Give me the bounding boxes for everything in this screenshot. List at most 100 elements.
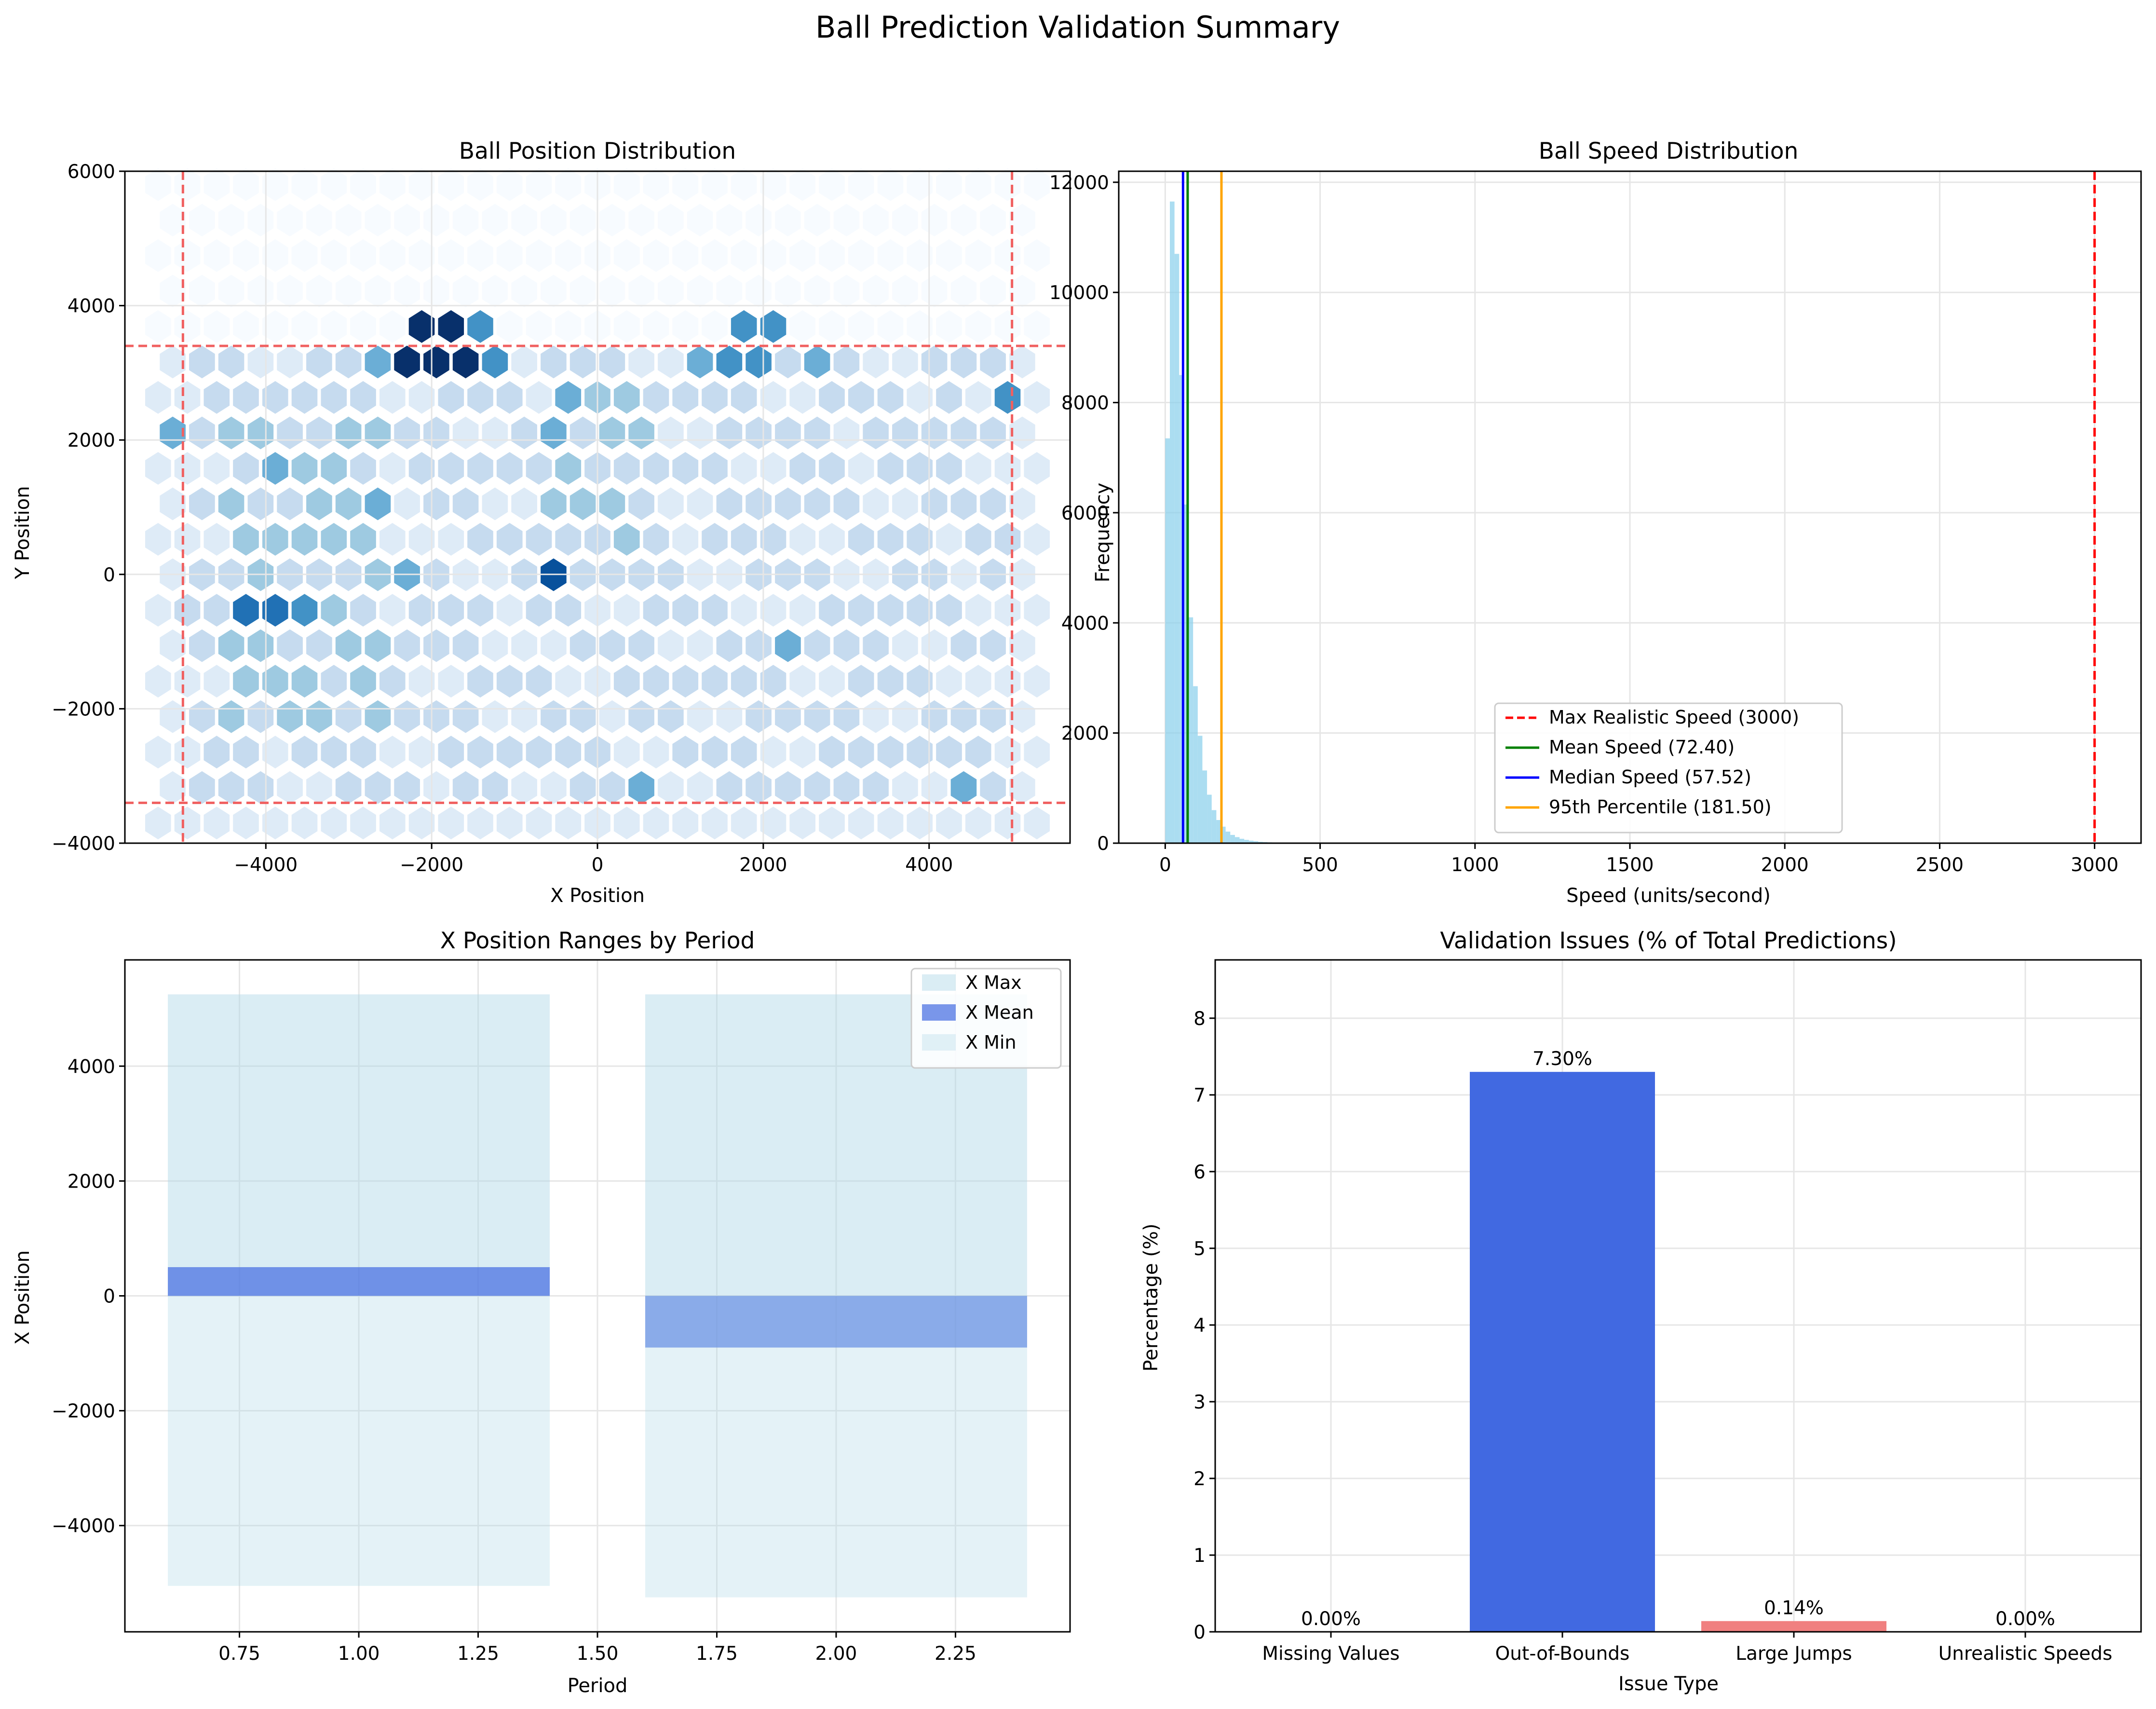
hexbin-cell	[233, 452, 259, 485]
hexbin-cell	[702, 807, 728, 840]
period-range-xlabel: Period	[568, 1675, 628, 1697]
hexbin-cell	[936, 594, 962, 627]
hexbin-cell	[804, 416, 830, 450]
legend-swatch	[922, 974, 956, 991]
hexbin-cell	[613, 523, 640, 556]
hexbin-cell	[921, 204, 948, 237]
legend-label: X Min	[965, 1032, 1017, 1053]
hexbin-cell	[394, 416, 420, 450]
hexbin-cell	[833, 274, 860, 308]
hexbin-cell	[965, 239, 991, 272]
hexbin-cell	[526, 736, 552, 769]
hexbin-cell	[247, 204, 274, 237]
hexbin-cell	[335, 416, 362, 450]
hexbin-cell	[819, 736, 845, 769]
y-tick-label: 1	[1193, 1545, 1206, 1567]
hexbin-cell	[380, 736, 406, 769]
hexbin-cell	[672, 239, 699, 272]
hexbin-cell	[848, 665, 874, 698]
hexbin-cell	[789, 807, 815, 840]
hexbin-cell	[496, 665, 523, 698]
hexbin-cell	[570, 416, 596, 450]
hexbin-cell	[467, 381, 493, 414]
hexbin-cell	[848, 523, 874, 556]
hexbin-cell	[994, 807, 1021, 840]
hexbin-cell	[994, 239, 1021, 272]
x-tick-label: 2000	[739, 854, 787, 876]
histogram-bar	[1234, 837, 1240, 843]
hexbin-cell	[672, 594, 699, 627]
hexbin-cell	[672, 310, 699, 343]
hexbin-cell	[189, 487, 215, 520]
y-tick-label: −2000	[52, 1401, 115, 1422]
hexbin-cell	[848, 168, 874, 201]
hexbin-cell	[789, 665, 815, 698]
hexbin-cell	[819, 310, 845, 343]
y-tick-label: 0	[1097, 833, 1109, 855]
hexbin-cell	[467, 523, 493, 556]
hexbin-cell	[541, 629, 567, 662]
hexbin-cell	[438, 665, 464, 698]
hexbin-cell	[848, 594, 874, 627]
hexbin-cell	[936, 381, 962, 414]
hexbin-cell	[350, 381, 376, 414]
legend-label: Median Speed (57.52)	[1549, 766, 1751, 788]
hexbin-cell	[980, 345, 1006, 379]
hexbin-cell	[819, 807, 845, 840]
hexbin-cell	[1024, 807, 1050, 840]
hexbin-cell	[702, 736, 728, 769]
hexbin-cell	[658, 629, 684, 662]
hexbin-cell	[380, 310, 406, 343]
hexbin-cell	[877, 523, 904, 556]
hexbin-cell	[365, 345, 391, 379]
hexbin-cell	[380, 168, 406, 201]
hexbin-cell	[365, 487, 391, 520]
hexbin-cell	[950, 416, 977, 450]
hexbin-cell	[702, 594, 728, 627]
x-tick-label: 500	[1302, 854, 1338, 876]
y-tick-label: 8	[1193, 1008, 1206, 1030]
hexbin-cell	[789, 168, 815, 201]
hexbin-cell	[950, 204, 977, 237]
hexbin-cell	[936, 665, 962, 698]
hexbin-cell	[262, 168, 288, 201]
hexbin-cell	[907, 594, 933, 627]
hexbin-cell	[833, 204, 860, 237]
hexbin-cell	[160, 274, 186, 308]
hexbin-cell	[233, 665, 259, 698]
hexbin-cell	[760, 807, 786, 840]
hexbin-cell	[555, 381, 582, 414]
hexbin-cell	[994, 452, 1021, 485]
hexbin-cell	[526, 168, 552, 201]
ball-speed-xlabel: Speed (units/second)	[1566, 885, 1771, 907]
hexbin-cell	[936, 310, 962, 343]
hexbin-cell	[350, 665, 376, 698]
hexbin-cell	[775, 487, 801, 520]
hexbin-cell	[160, 629, 186, 662]
hexbin-cell	[335, 204, 362, 237]
hexbin-cell	[716, 629, 743, 662]
hexbin-cell	[613, 168, 640, 201]
hexbin-cell	[291, 807, 318, 840]
hexbin-cell	[306, 274, 332, 308]
hexbin-cell	[613, 807, 640, 840]
y-tick-label: 12000	[1049, 172, 1109, 194]
hexbin-cell	[907, 452, 933, 485]
hexbin-cell	[1009, 487, 1035, 520]
hexbin-cell	[438, 523, 464, 556]
hexbin-cell	[452, 274, 479, 308]
hexbin-cell	[994, 523, 1021, 556]
hexbin-cell	[877, 310, 904, 343]
hexbin-cell	[892, 487, 918, 520]
x-tick-label: 1500	[1606, 854, 1654, 876]
hexbin-cell	[321, 239, 347, 272]
hexbin-cell	[306, 345, 332, 379]
validation-issues-panel: Validation Issues (% of Total Prediction…	[1140, 928, 2142, 1695]
hexbin-cell	[907, 523, 933, 556]
y-tick-label: 2000	[68, 430, 115, 451]
y-tick-label: 0	[103, 564, 115, 586]
hexbin-cell	[160, 487, 186, 520]
hexbin-cell	[804, 274, 830, 308]
axes-frame	[1214, 959, 2142, 1633]
legend-label: X Max	[965, 972, 1022, 993]
